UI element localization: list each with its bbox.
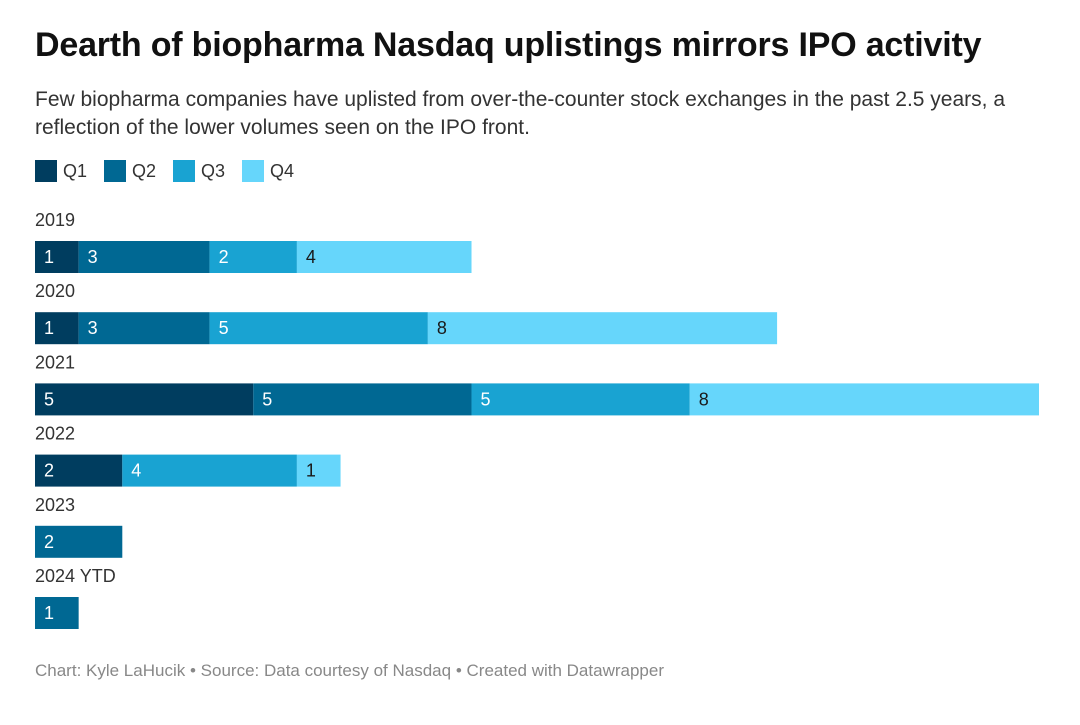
bar-value-label: 8 — [699, 389, 709, 409]
bar-value-label: 1 — [306, 461, 316, 481]
bar-value-label: 1 — [44, 603, 54, 623]
bar-segment-q2 — [78, 241, 210, 273]
legend-item-q4: Q4 — [242, 160, 294, 182]
bar-value-label: 2 — [219, 247, 229, 267]
bar-value-label: 1 — [44, 318, 54, 338]
legend-swatch-q1 — [35, 160, 57, 182]
bar-value-label: 3 — [88, 318, 98, 338]
legend-label-q2: Q2 — [132, 160, 157, 181]
bar-value-label: 4 — [306, 247, 316, 267]
bar-segment-q3 — [471, 383, 690, 416]
category-label: 2019 — [35, 210, 75, 230]
bar-segment-q3 — [122, 454, 297, 487]
bar-segment-q1 — [35, 312, 79, 345]
bar-value-label: 5 — [262, 389, 272, 409]
legend-item-q2: Q2 — [104, 160, 156, 182]
footer-credit: Chart: Kyle LaHucik — [35, 661, 186, 680]
footer-tool: Created with Datawrapper — [466, 661, 664, 680]
footer-separator: • — [455, 661, 462, 680]
bar-segment-q3 — [209, 241, 297, 273]
bar-segment-q2 — [78, 312, 210, 345]
chart-title: Dearth of biopharma Nasdaq uplistings mi… — [35, 26, 982, 64]
bar-segment-q1 — [35, 454, 123, 487]
footer-source: Source: Data courtesy of Nasdaq — [200, 661, 452, 680]
bar-segment-q4 — [689, 383, 1039, 416]
legend-label-q1: Q1 — [63, 160, 88, 181]
bar-segment-q2 — [253, 383, 472, 416]
bar-value-label: 4 — [131, 461, 141, 481]
legend-swatch-q3 — [173, 160, 196, 182]
bar-value-label: 2 — [44, 461, 54, 481]
legend-item-q3: Q3 — [173, 160, 225, 182]
bar-segment-q2 — [35, 597, 79, 629]
bar-segment-q4 — [296, 241, 472, 273]
chart-subtitle: Few biopharma companies have uplisted fr… — [35, 88, 1006, 139]
legend-item-q1: Q1 — [35, 160, 87, 182]
bar-value-label: 1 — [44, 247, 54, 267]
category-label: 2023 — [35, 495, 75, 515]
bar-segment-q4 — [296, 454, 341, 487]
bar-segment-q2 — [35, 525, 123, 558]
legend-label-q4: Q4 — [270, 160, 295, 181]
bar-value-label: 2 — [44, 532, 54, 552]
footer: Chart: Kyle LaHucik • Source: Data court… — [35, 661, 664, 681]
category-label: 2024 YTD — [35, 566, 116, 586]
category-label: 2022 — [35, 424, 75, 444]
bar-segment-q3 — [209, 312, 428, 345]
footer-separator: • — [189, 661, 196, 680]
legend-swatch-q4 — [242, 160, 265, 182]
legend-swatch-q2 — [104, 160, 127, 182]
legend: Q1 Q2 Q3 Q4 — [35, 160, 311, 182]
bar-segment-q1 — [35, 383, 254, 416]
legend-label-q3: Q3 — [201, 160, 226, 181]
bar-segment-q4 — [427, 312, 778, 345]
bar-value-label: 5 — [44, 389, 54, 409]
bar-value-label: 3 — [88, 247, 98, 267]
bar-segment-q1 — [35, 241, 79, 273]
category-label: 2020 — [35, 281, 75, 301]
bar-value-label: 5 — [219, 318, 229, 338]
bar-value-label: 8 — [437, 318, 447, 338]
bar-value-label: 5 — [481, 389, 491, 409]
category-label: 2021 — [35, 352, 75, 372]
